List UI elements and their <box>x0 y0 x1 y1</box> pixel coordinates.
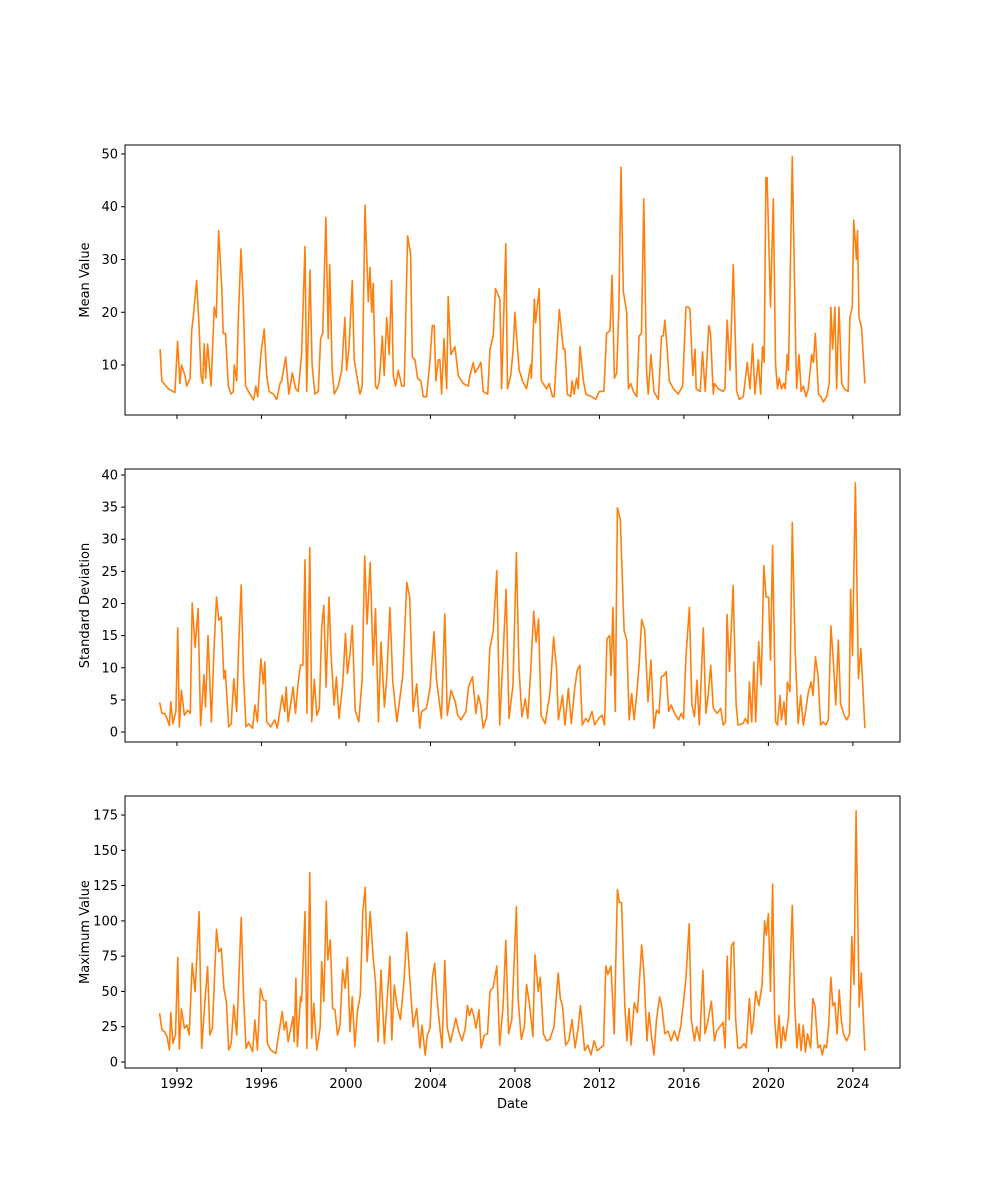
y-tick-label: 50 <box>101 985 118 1000</box>
y-tick-label: 0 <box>110 1056 118 1071</box>
max-y-axis-label: Maximum Value <box>78 880 93 984</box>
max-axes: 0 25 50 75 100 125 150 175 1992 1996 2000 2004 2008 2… <box>78 795 901 1112</box>
y-tick-label: 175 <box>93 809 118 824</box>
y-tick-label: 30 <box>101 253 118 268</box>
y-tick-label: 20 <box>101 306 118 321</box>
x-axis-label: Date <box>497 1097 528 1112</box>
x-tick-label: 2004 <box>414 1077 447 1092</box>
y-tick-label: 25 <box>101 565 118 580</box>
mean-axes: 10 20 30 40 50 Mean Value <box>78 144 901 419</box>
y-tick-label: 30 <box>101 533 118 548</box>
x-tick-label: 2020 <box>752 1077 785 1092</box>
y-tick-label: 0 <box>110 726 118 741</box>
y-tick-label: 40 <box>101 200 118 215</box>
x-tick-label: 1996 <box>245 1077 278 1092</box>
x-tick-label: 1992 <box>160 1077 193 1092</box>
y-tick-label: 40 <box>101 468 118 483</box>
std-axes: 0 5 10 15 20 25 30 35 40 Standard Deviation <box>78 468 901 746</box>
mean-series-line <box>159 155 866 403</box>
y-tick-label: 35 <box>101 501 118 516</box>
x-tick-label: 2016 <box>667 1077 700 1092</box>
y-tick-label: 75 <box>101 950 118 965</box>
y-tick-label: 20 <box>101 597 118 612</box>
mean-axes-frame <box>124 144 901 416</box>
mean-y-axis-label: Mean Value <box>78 242 93 317</box>
y-tick-label: 15 <box>101 629 118 644</box>
x-tick-label: 2000 <box>329 1077 362 1092</box>
y-tick-label: 100 <box>93 914 118 929</box>
y-tick-label: 150 <box>93 844 118 859</box>
y-tick-label: 25 <box>101 1020 118 1035</box>
y-tick-label: 50 <box>101 147 118 162</box>
std-series-line <box>158 481 866 729</box>
x-tick-label: 2008 <box>498 1077 531 1092</box>
x-tick-label: 2024 <box>836 1077 869 1092</box>
max-series-line <box>158 810 866 1056</box>
x-tick-label: 2012 <box>583 1077 616 1092</box>
std-axes-frame <box>124 468 901 743</box>
y-tick-label: 10 <box>101 661 118 676</box>
y-tick-label: 5 <box>110 693 118 708</box>
y-tick-label: 125 <box>93 879 118 894</box>
std-y-axis-label: Standard Deviation <box>78 543 93 668</box>
max-axes-frame <box>124 795 901 1069</box>
y-tick-label: 10 <box>101 359 118 374</box>
